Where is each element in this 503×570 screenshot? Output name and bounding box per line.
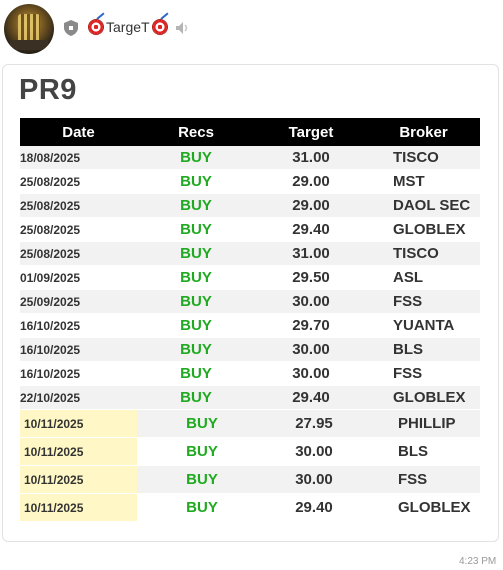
recommendation-cell: BUY [180, 245, 212, 262]
target-cell: 31.00 [292, 149, 330, 166]
recommendation-cell: BUY [180, 317, 212, 334]
recommendation-cell: BUY [186, 499, 218, 516]
table-body: 18/08/2025 BUY 31.00 TISCO 25/08/2025 BUY 29.0… [20, 146, 480, 522]
table-row: 22/10/2025 BUY 29.40 GLOBLEX [20, 386, 480, 410]
target-icon [151, 19, 168, 35]
table-row: 01/09/2025 BUY 29.50 ASL [20, 266, 480, 290]
broker-cell: GLOBLEX [398, 499, 471, 516]
shield-icon [64, 20, 78, 36]
target-cell: 30.00 [295, 471, 333, 488]
date-cell: 22/10/2025 [20, 390, 81, 405]
target-cell: 30.00 [292, 365, 330, 382]
target-cell: 31.00 [292, 245, 330, 262]
broker-cell: YUANTA [393, 317, 455, 334]
date-cell: 10/11/2025 [20, 410, 137, 437]
recommendation-table: Date Recs Target Broker 18/08/2025 BUY 31.… [20, 118, 480, 522]
table-row: 25/08/2025 BUY 29.00 DAOL SEC [20, 194, 480, 218]
broker-cell: BLS [398, 443, 428, 460]
date-cell: 01/09/2025 [20, 270, 81, 285]
broker-cell: GLOBLEX [393, 389, 466, 406]
recommendation-cell: BUY [180, 365, 212, 382]
column-header-date: Date [62, 123, 95, 141]
broker-cell: FSS [393, 293, 423, 310]
table-row: 25/08/2025 BUY 29.40 GLOBLEX [20, 218, 480, 242]
date-cell: 10/11/2025 [20, 466, 137, 493]
recommendation-cell: BUY [180, 149, 212, 166]
recommendation-cell: BUY [180, 197, 212, 214]
recommendation-cell: BUY [180, 341, 212, 358]
table-row: 25/09/2025 BUY 30.00 FSS [20, 290, 480, 314]
date-cell: 25/08/2025 [20, 174, 81, 189]
broker-cell: TISCO [393, 149, 439, 166]
target-icon [88, 19, 104, 35]
table-row: 25/08/2025 BUY 29.00 MST [20, 170, 480, 194]
date-cell: 25/09/2025 [20, 294, 81, 309]
chat-header: TargeT [0, 0, 503, 60]
target-cell: 29.00 [292, 173, 330, 190]
column-header-broker: Broker [399, 123, 448, 141]
recommendation-cell: BUY [186, 443, 218, 460]
column-header-recs: Recs [178, 123, 214, 141]
speaker-muted-icon [176, 22, 188, 34]
recommendation-cell: BUY [180, 269, 212, 286]
table-row: 16/10/2025 BUY 30.00 BLS [20, 338, 480, 362]
date-cell: 10/11/2025 [20, 494, 137, 521]
date-cell: 25/08/2025 [20, 222, 81, 237]
broker-cell: PHILLIP [398, 415, 456, 432]
table-row: 18/08/2025 BUY 31.00 TISCO [20, 146, 480, 170]
target-cell: 30.00 [292, 293, 330, 310]
channel-name[interactable]: TargeT [88, 19, 168, 35]
table-header: Date Recs Target Broker [20, 118, 480, 146]
table-row: 16/10/2025 BUY 30.00 FSS [20, 362, 480, 386]
broker-cell: FSS [398, 471, 428, 488]
table-row: 10/11/2025 BUY 27.95 PHILLIP [20, 410, 480, 438]
target-cell: 29.50 [292, 269, 330, 286]
table-row: 10/11/2025 BUY 30.00 FSS [20, 466, 480, 494]
date-cell: 18/08/2025 [20, 150, 81, 165]
avatar[interactable] [4, 4, 54, 54]
broker-cell: MST [393, 173, 425, 190]
date-cell: 16/10/2025 [20, 318, 81, 333]
page-title: PR9 [19, 74, 77, 106]
target-cell: 30.00 [295, 443, 333, 460]
channel-name-label: TargeT [106, 19, 150, 35]
table-row: 10/11/2025 BUY 29.40 GLOBLEX [20, 494, 480, 522]
target-cell: 29.70 [292, 317, 330, 334]
broker-cell: BLS [393, 341, 423, 358]
date-cell: 25/08/2025 [20, 246, 81, 261]
target-cell: 27.95 [295, 415, 333, 432]
recommendation-cell: BUY [186, 471, 218, 488]
recommendation-cell: BUY [180, 293, 212, 310]
date-cell: 25/08/2025 [20, 198, 81, 213]
broker-cell: TISCO [393, 245, 439, 262]
target-cell: 29.00 [292, 197, 330, 214]
recommendation-cell: BUY [180, 173, 212, 190]
date-cell: 16/10/2025 [20, 342, 81, 357]
broker-cell: GLOBLEX [393, 221, 466, 238]
broker-cell: DAOL SEC [393, 197, 471, 214]
target-cell: 29.40 [295, 499, 333, 516]
date-cell: 10/11/2025 [20, 438, 137, 465]
target-cell: 29.40 [292, 389, 330, 406]
table-row: 25/08/2025 BUY 31.00 TISCO [20, 242, 480, 266]
target-cell: 29.40 [292, 221, 330, 238]
table-row: 10/11/2025 BUY 30.00 BLS [20, 438, 480, 466]
target-cell: 30.00 [292, 341, 330, 358]
column-header-target: Target [288, 123, 334, 141]
recommendation-cell: BUY [186, 415, 218, 432]
broker-cell: FSS [393, 365, 423, 382]
recommendation-cell: BUY [180, 389, 212, 406]
table-row: 16/10/2025 BUY 29.70 YUANTA [20, 314, 480, 338]
message-timestamp: 4:23 PM [459, 556, 497, 567]
recommendation-cell: BUY [180, 221, 212, 238]
date-cell: 16/10/2025 [20, 366, 81, 381]
broker-cell: ASL [393, 269, 423, 286]
